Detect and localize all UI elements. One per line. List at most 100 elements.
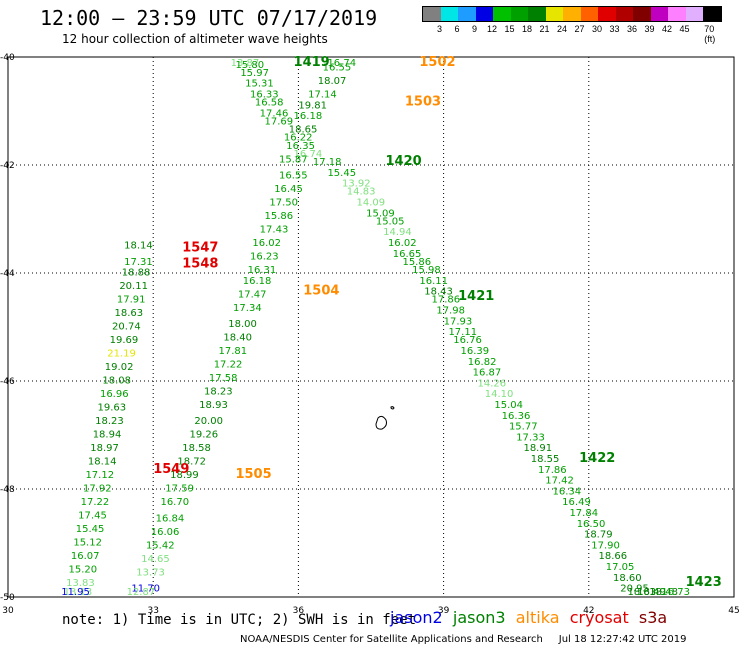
satellite-name-jason2: jason2 — [390, 608, 453, 627]
wave-height-value: 20.11 — [119, 281, 148, 292]
wave-height-value: 13.13 — [64, 587, 93, 598]
wave-height-value: 16.22 — [284, 133, 313, 144]
satellite-name-altika: altika — [515, 608, 570, 627]
wave-height-value: 15.04 — [494, 400, 523, 411]
island-outline — [375, 406, 395, 430]
wave-height-value: 19.26 — [190, 430, 219, 441]
legend-swatch — [440, 7, 458, 21]
wave-height-value: 15.12 — [73, 538, 102, 549]
pass-number-label: 1547 — [182, 240, 218, 255]
wave-height-value: 17.47 — [238, 289, 267, 300]
legend-tick-label: 9 — [471, 24, 478, 34]
wave-height-value: 16.18 — [243, 276, 272, 287]
wave-height-value: 17.22 — [214, 360, 243, 371]
wave-height-value: 18.14 — [124, 241, 153, 252]
pass-number-label: 1423 — [686, 575, 722, 590]
wave-height-value: 18.94 — [93, 430, 122, 441]
wave-height-value: 16.02 — [252, 238, 281, 249]
wave-height-value: 11.70 — [131, 584, 160, 595]
wave-height-value: 16.82 — [468, 357, 497, 368]
wave-height-value: 18.08 — [102, 376, 131, 387]
wave-height-value: 15.97 — [240, 68, 269, 79]
wave-height-value: 16.18 — [294, 111, 323, 122]
legend-tick-label: 27 — [574, 24, 585, 34]
wave-height-value: 16.35 — [286, 141, 315, 152]
legend-tick-label: 70 (ft) — [704, 24, 716, 44]
axis-ticks: 30 33 36 39 42 45 -40 -42 -44 -46 -48 -50 — [0, 53, 740, 616]
lon-tick-label: 30 — [2, 606, 14, 616]
wave-height-value: 17.43 — [260, 225, 289, 236]
pass-number-label: 1419 — [294, 55, 330, 70]
wave-height-value: 17.45 — [78, 511, 107, 522]
wave-height-value: 19.81 — [298, 100, 327, 111]
wave-height-value: 20.74 — [112, 322, 141, 333]
wave-height-value: 17.33 — [516, 432, 545, 443]
wave-height-value: 16.87 — [473, 368, 502, 379]
wave-height-value: 17.50 — [269, 198, 298, 209]
legend-swatch — [668, 7, 686, 21]
wave-height-value: 16.06 — [151, 527, 180, 538]
footer-credit: NOAA/NESDIS Center for Satellite Applica… — [240, 634, 687, 645]
wave-height-value: 18.14 — [88, 457, 117, 468]
legend-labels: 3 6 9 12 15 18 21 24 27 30 33 36 39 42 45 70 (ft) — [422, 22, 722, 44]
wave-height-value: 13.92 — [342, 179, 371, 190]
wave-height-value: 15.86 — [402, 257, 431, 268]
lon-tick-label: 42 — [583, 606, 594, 616]
pass-number-label: 1420 — [386, 154, 422, 169]
wave-height-value: 17.18 — [313, 157, 342, 168]
wave-height-value: 15.45 — [327, 168, 356, 179]
page-subtitle: 12 hour collection of altimeter wave hei… — [62, 32, 328, 46]
wave-height-value: 13.83 — [66, 578, 95, 589]
wave-height-value: 14.94 — [383, 227, 412, 238]
legend-swatch — [423, 7, 441, 21]
wave-height-value: 15.77 — [509, 422, 538, 433]
legend-swatches — [422, 6, 722, 22]
wave-height-value: 16.11 — [419, 276, 448, 287]
pass-number-label: 1548 — [182, 257, 218, 272]
wave-height-value: 16.36 — [502, 411, 531, 422]
wave-height-value: 18.97 — [90, 443, 119, 454]
wave-height-value: 16.73 — [661, 587, 690, 598]
satellite-name-cryosat: cryosat — [569, 608, 639, 627]
wave-height-value: 17.86 — [432, 295, 461, 306]
wave-height-value: 14.26 — [477, 378, 506, 389]
wave-height-value: 19.69 — [110, 335, 139, 346]
lon-tick-label: 33 — [147, 606, 158, 616]
wave-height-value: 12.87 — [127, 587, 156, 598]
legend-swatch — [458, 7, 476, 21]
legend-tick-label: 36 — [626, 24, 638, 34]
wave-height-value: 15.98 — [412, 265, 441, 276]
legend-swatch — [545, 7, 563, 21]
wave-height-value: 16.07 — [71, 551, 100, 562]
observations: 13.87 16.74 15.80 16.55 15.97 18.07 15.3116.33… — [61, 58, 690, 598]
wave-height-value: 18.07 — [318, 76, 347, 87]
wave-height-value: 19.02 — [105, 362, 134, 373]
satellite-name-jason3: jason3 — [452, 608, 516, 627]
legend-swatch — [703, 7, 721, 21]
wave-height-value: 16.50 — [577, 519, 606, 530]
lon-tick-label: 36 — [293, 606, 305, 616]
wave-height-value: 17.86 — [538, 465, 567, 476]
wave-height-value: 11.95 — [61, 587, 90, 598]
wave-height-value: 20.95 — [620, 584, 649, 595]
wave-height-value: 15.09 — [366, 208, 395, 219]
legend-tick-label: 15 — [504, 24, 515, 34]
wave-height-value: 16.84 — [156, 513, 185, 524]
wave-height-value: 18.00 — [228, 319, 257, 330]
wave-height-value: 17.05 — [606, 562, 635, 573]
legend-swatch — [475, 7, 493, 21]
legend-tick-label: 24 — [556, 24, 568, 34]
pass-number-label: 1505 — [235, 467, 271, 482]
pass-number-label: 1422 — [579, 451, 615, 466]
pass-number-label: 1549 — [153, 462, 189, 477]
wave-height-value: 18.55 — [531, 454, 560, 465]
legend-swatch — [493, 7, 511, 21]
pass-number-label: 1502 — [419, 55, 455, 70]
wave-height-value: 15.31 — [245, 79, 274, 90]
legend-swatch — [528, 7, 546, 21]
lon-tick-label: 45 — [728, 606, 739, 616]
wave-height-value: 17.90 — [591, 540, 620, 551]
wave-height-value: 18.60 — [613, 573, 642, 584]
legend-tick-label: 33 — [609, 24, 620, 34]
